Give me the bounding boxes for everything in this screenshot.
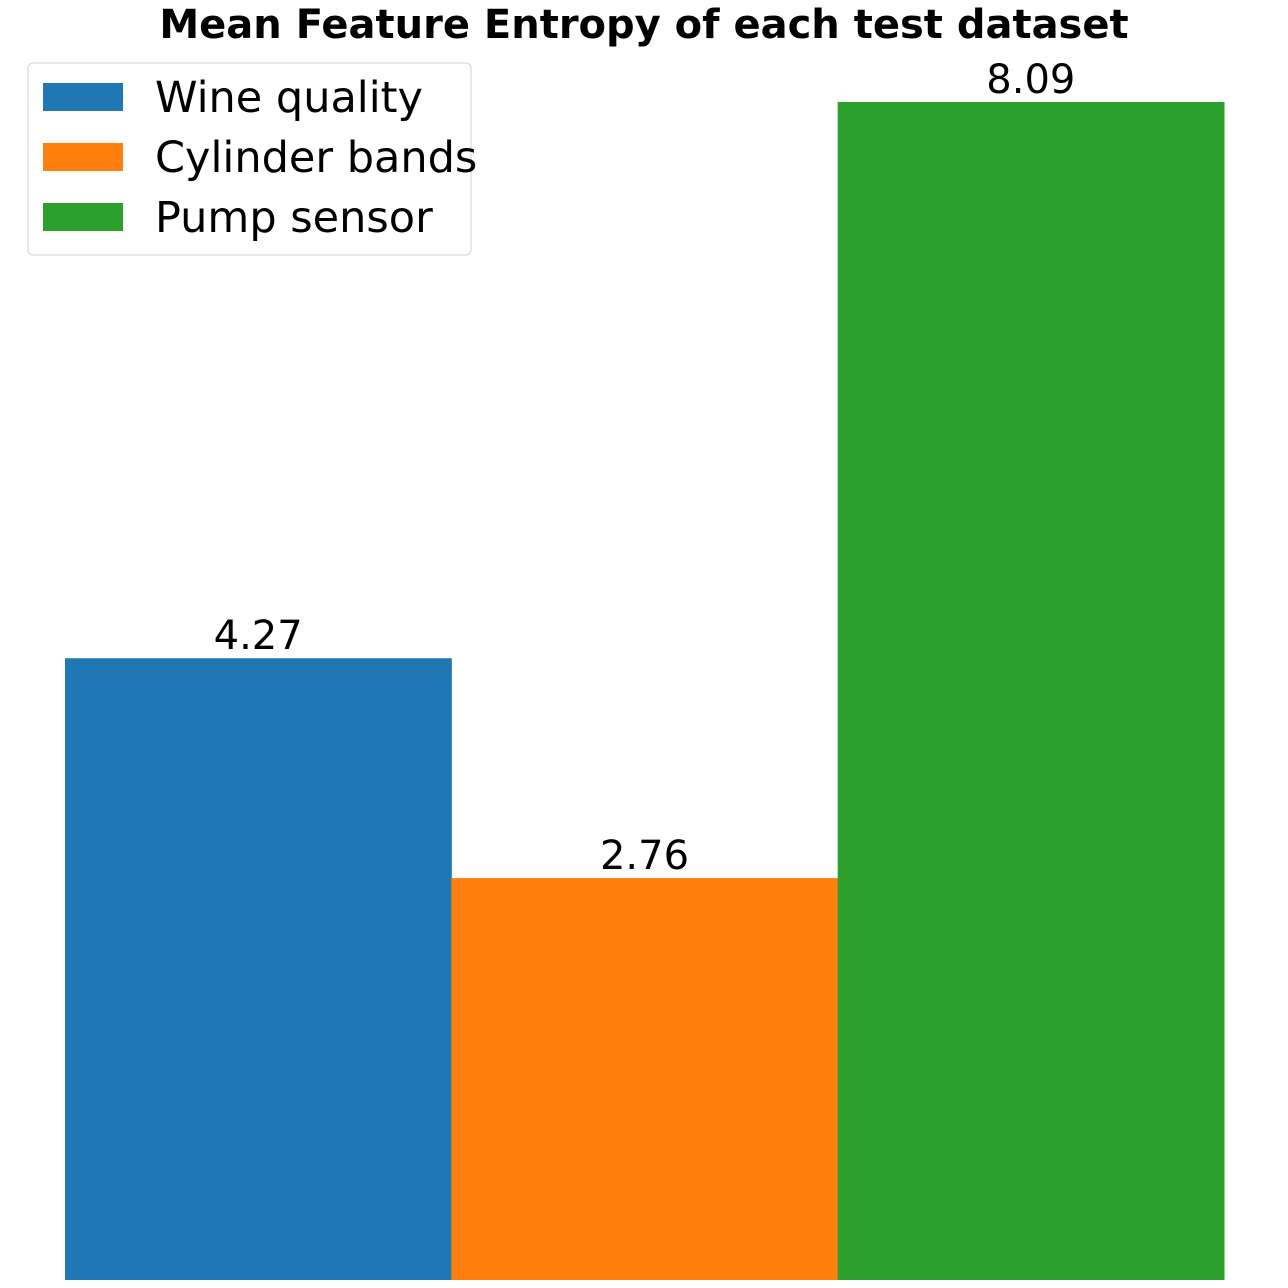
legend: Wine quality Cylinder bands Pump sensor (27, 62, 477, 256)
value-labels-layer: 4.27 2.76 8.09 (214, 57, 1076, 879)
bar-cylinder-bands (451, 878, 839, 1280)
bar-pump-sensor (837, 102, 1225, 1280)
bar-wine-quality (65, 658, 452, 1280)
legend-swatch-cylinder-bands (43, 143, 123, 171)
bars-layer (65, 102, 1225, 1280)
legend-label-pump-sensor: Pump sensor (155, 193, 433, 243)
value-label-wine-quality: 4.27 (214, 613, 303, 659)
legend-frame (27, 62, 472, 256)
legend-label-cylinder-bands: Cylinder bands (155, 133, 477, 183)
chart-title: Mean Feature Entropy of each test datase… (159, 2, 1128, 48)
legend-entries: Wine quality Cylinder bands Pump sensor (43, 73, 477, 243)
legend-swatch-wine-quality (43, 83, 123, 111)
legend-label-wine-quality: Wine quality (155, 73, 423, 123)
value-label-pump-sensor: 8.09 (986, 57, 1075, 103)
value-label-cylinder-bands: 2.76 (600, 833, 689, 879)
legend-swatch-pump-sensor (43, 203, 123, 231)
